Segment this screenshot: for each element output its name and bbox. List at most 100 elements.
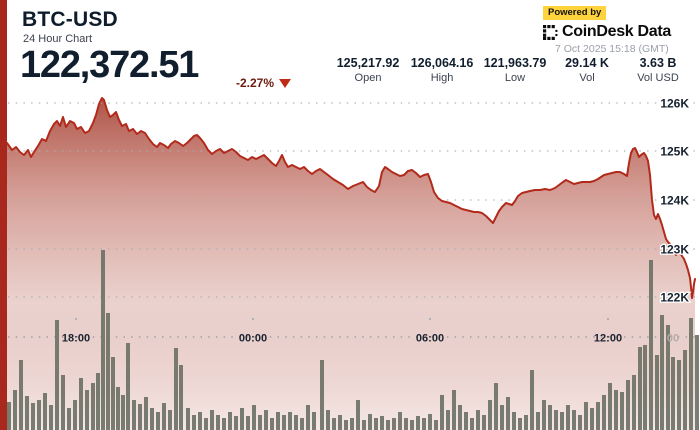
y-axis-label: 125K [660, 145, 689, 159]
volume-bar [240, 408, 244, 430]
volume-bar [111, 357, 115, 430]
volume-bar [222, 418, 226, 430]
volume-bar [252, 405, 256, 430]
volume-bar [61, 375, 65, 430]
volume-bar [440, 395, 444, 430]
volume-bar [234, 416, 238, 430]
volume-bar [530, 370, 534, 430]
stat-label: Vol USD [637, 72, 679, 84]
volume-bar [404, 418, 408, 430]
volume-bar [689, 318, 693, 430]
volume-bar [132, 400, 136, 430]
volume-bar [25, 396, 29, 430]
y-axis-label: 124K [660, 194, 689, 208]
volume-bar [276, 412, 280, 430]
stat-value: 126,064.16 [410, 56, 474, 70]
page-title: BTC-USD [22, 8, 118, 31]
volume-bar [31, 403, 35, 430]
y-axis-label: 123K [660, 243, 689, 257]
volume-bar [67, 408, 71, 430]
stat-high: 126,064.16 High [394, 56, 490, 84]
volume-bar [494, 383, 498, 430]
volume-bar [422, 418, 426, 430]
volume-bar [121, 395, 125, 430]
volume-bar [428, 414, 432, 430]
volume-bar [43, 393, 47, 430]
x-axis-label: 18:00 [62, 333, 90, 345]
volume-bar [596, 402, 600, 430]
volume-bar [356, 400, 360, 430]
volume-bar [392, 418, 396, 430]
volume-bar [228, 412, 232, 430]
volume-bar [649, 260, 653, 430]
volume-bar [7, 402, 11, 430]
down-arrow-icon [279, 78, 292, 88]
volume-bar [572, 410, 576, 430]
volume-bar [632, 375, 636, 430]
volume-bar [138, 404, 142, 430]
volume-bar [470, 418, 474, 430]
volume-bar [488, 400, 492, 430]
volume-bar [204, 418, 208, 430]
volume-bar [300, 418, 304, 430]
volume-bar [566, 405, 570, 430]
volume-bar [312, 412, 316, 430]
y-axis-label: 126K [660, 97, 689, 111]
volume-bar [126, 343, 130, 430]
volume-bar [350, 418, 354, 430]
chart-subtitle: 24 Hour Chart [23, 33, 93, 45]
volume-bar [506, 397, 510, 430]
stat-low: 121,963.79 Low [467, 56, 563, 84]
volume-bar [156, 412, 160, 430]
volume-bar [362, 420, 366, 430]
volume-bar [683, 350, 687, 430]
stat-value: 125,217.92 [336, 56, 400, 70]
volume-bar [216, 415, 220, 430]
volume-bar [500, 405, 504, 430]
x-axis-label: 00 [667, 333, 679, 345]
x-axis-label: 12:00 [594, 333, 622, 345]
area-fill [7, 98, 695, 430]
volume-bar [116, 387, 120, 430]
volume-bar [85, 390, 89, 430]
volume-bar [210, 410, 214, 430]
stat-volume: 29.14 K Vol [539, 56, 635, 84]
stat-label: Open [354, 72, 382, 84]
volume-bar [288, 412, 292, 430]
volume-bar [294, 415, 298, 430]
volume-bar [380, 416, 384, 430]
volume-bar [410, 420, 414, 430]
stat-label: High [430, 72, 454, 84]
volume-bar [106, 313, 110, 430]
stat-volume-usd: 3.63 B Vol USD [610, 56, 700, 84]
volume-bar [608, 383, 612, 430]
volume-bar [332, 418, 336, 430]
price-line [6, 97, 696, 299]
x-axis-label: 06:00 [416, 333, 444, 345]
volume-bar [19, 360, 23, 430]
y-axis-label: 122K [660, 291, 689, 305]
volume-bar [246, 416, 250, 430]
tick-dot [74, 317, 78, 321]
stat-label: Vol [579, 72, 595, 84]
volume-bar [590, 408, 594, 430]
volume-bar [446, 410, 450, 430]
volume-bar [671, 357, 675, 430]
volume-bar [554, 410, 558, 430]
volume-bar [542, 400, 546, 430]
volume-bar [79, 378, 83, 430]
volume-bar [464, 412, 468, 430]
coindesk-logo[interactable]: CoinDesk Data [543, 23, 671, 41]
stat-value: 29.14 K [565, 56, 609, 70]
stat-value: 3.63 B [639, 56, 677, 70]
volume-bar [270, 418, 274, 430]
volume-bar [578, 415, 582, 430]
x-axis-label: 00:00 [239, 333, 267, 345]
volume-bar [614, 390, 618, 430]
volume-bar [476, 410, 480, 430]
stat-label: Low [504, 72, 526, 84]
volume-bar [398, 412, 402, 430]
timestamp: 7 Oct 2025 15:18 (GMT) [555, 43, 669, 56]
